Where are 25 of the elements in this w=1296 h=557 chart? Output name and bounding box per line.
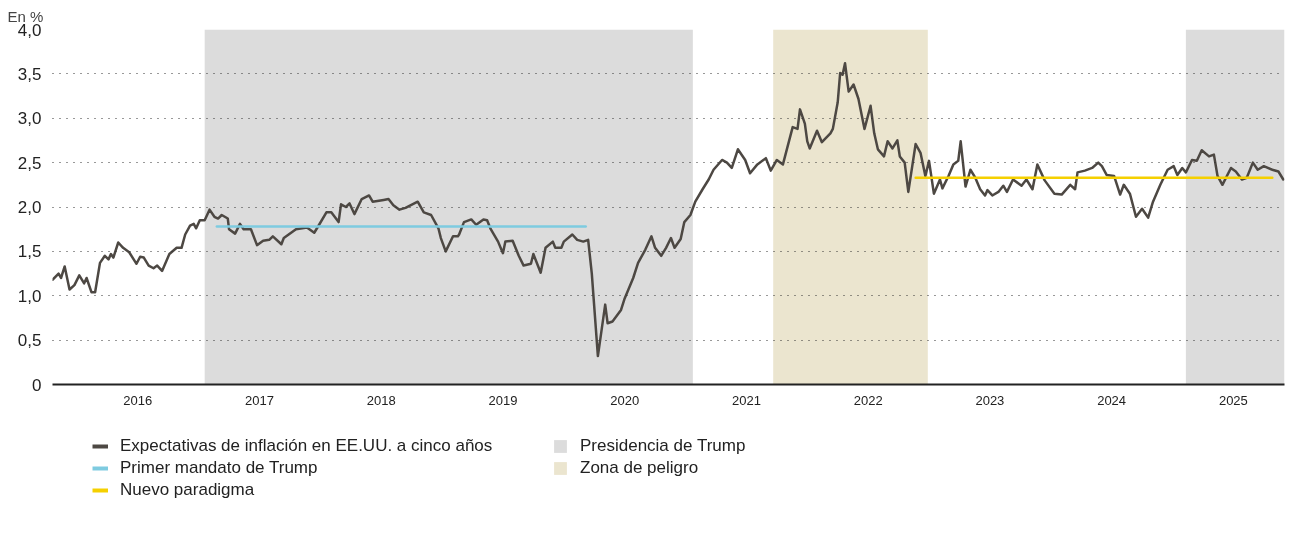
y-tick-label: 1,5	[17, 242, 42, 262]
y-tick-label: 0,5	[17, 331, 42, 351]
y-tick-label: 2,5	[17, 153, 42, 173]
line-series	[52, 61, 1285, 358]
y-axis-title: En %	[7, 7, 44, 25]
y-tick-label: 1,0	[17, 286, 42, 306]
legend-label: Zona de peligro	[580, 458, 700, 478]
y-tick-label: 0	[32, 375, 42, 395]
x-tick-label: 2018	[366, 392, 396, 408]
x-tick-label: 2025	[1218, 392, 1248, 408]
legend-label: Primer mandato de Trump	[120, 458, 319, 478]
y-tick-label: 2,0	[17, 198, 42, 217]
y-tick-label: 3,5	[17, 64, 42, 84]
legend-label: Expectativas de inflación en EE.UU. a cinco años	[120, 436, 494, 456]
legend-label: Nuevo paradigma	[120, 480, 256, 500]
x-tick-label: 2023	[975, 392, 1005, 408]
x-tick-label: 2022	[853, 392, 883, 408]
x-tick-label: 2016	[123, 392, 153, 408]
x-tick-label: 2021	[731, 392, 761, 408]
y-tick-label: 3,0	[17, 109, 42, 129]
legend-label: Presidencia de Trump	[580, 436, 747, 456]
x-tick-label: 2024	[1097, 392, 1127, 408]
x-tick-label: 2020	[610, 392, 640, 408]
x-tick-label: 2019	[488, 392, 518, 408]
x-tick-label: 2017	[245, 392, 274, 408]
